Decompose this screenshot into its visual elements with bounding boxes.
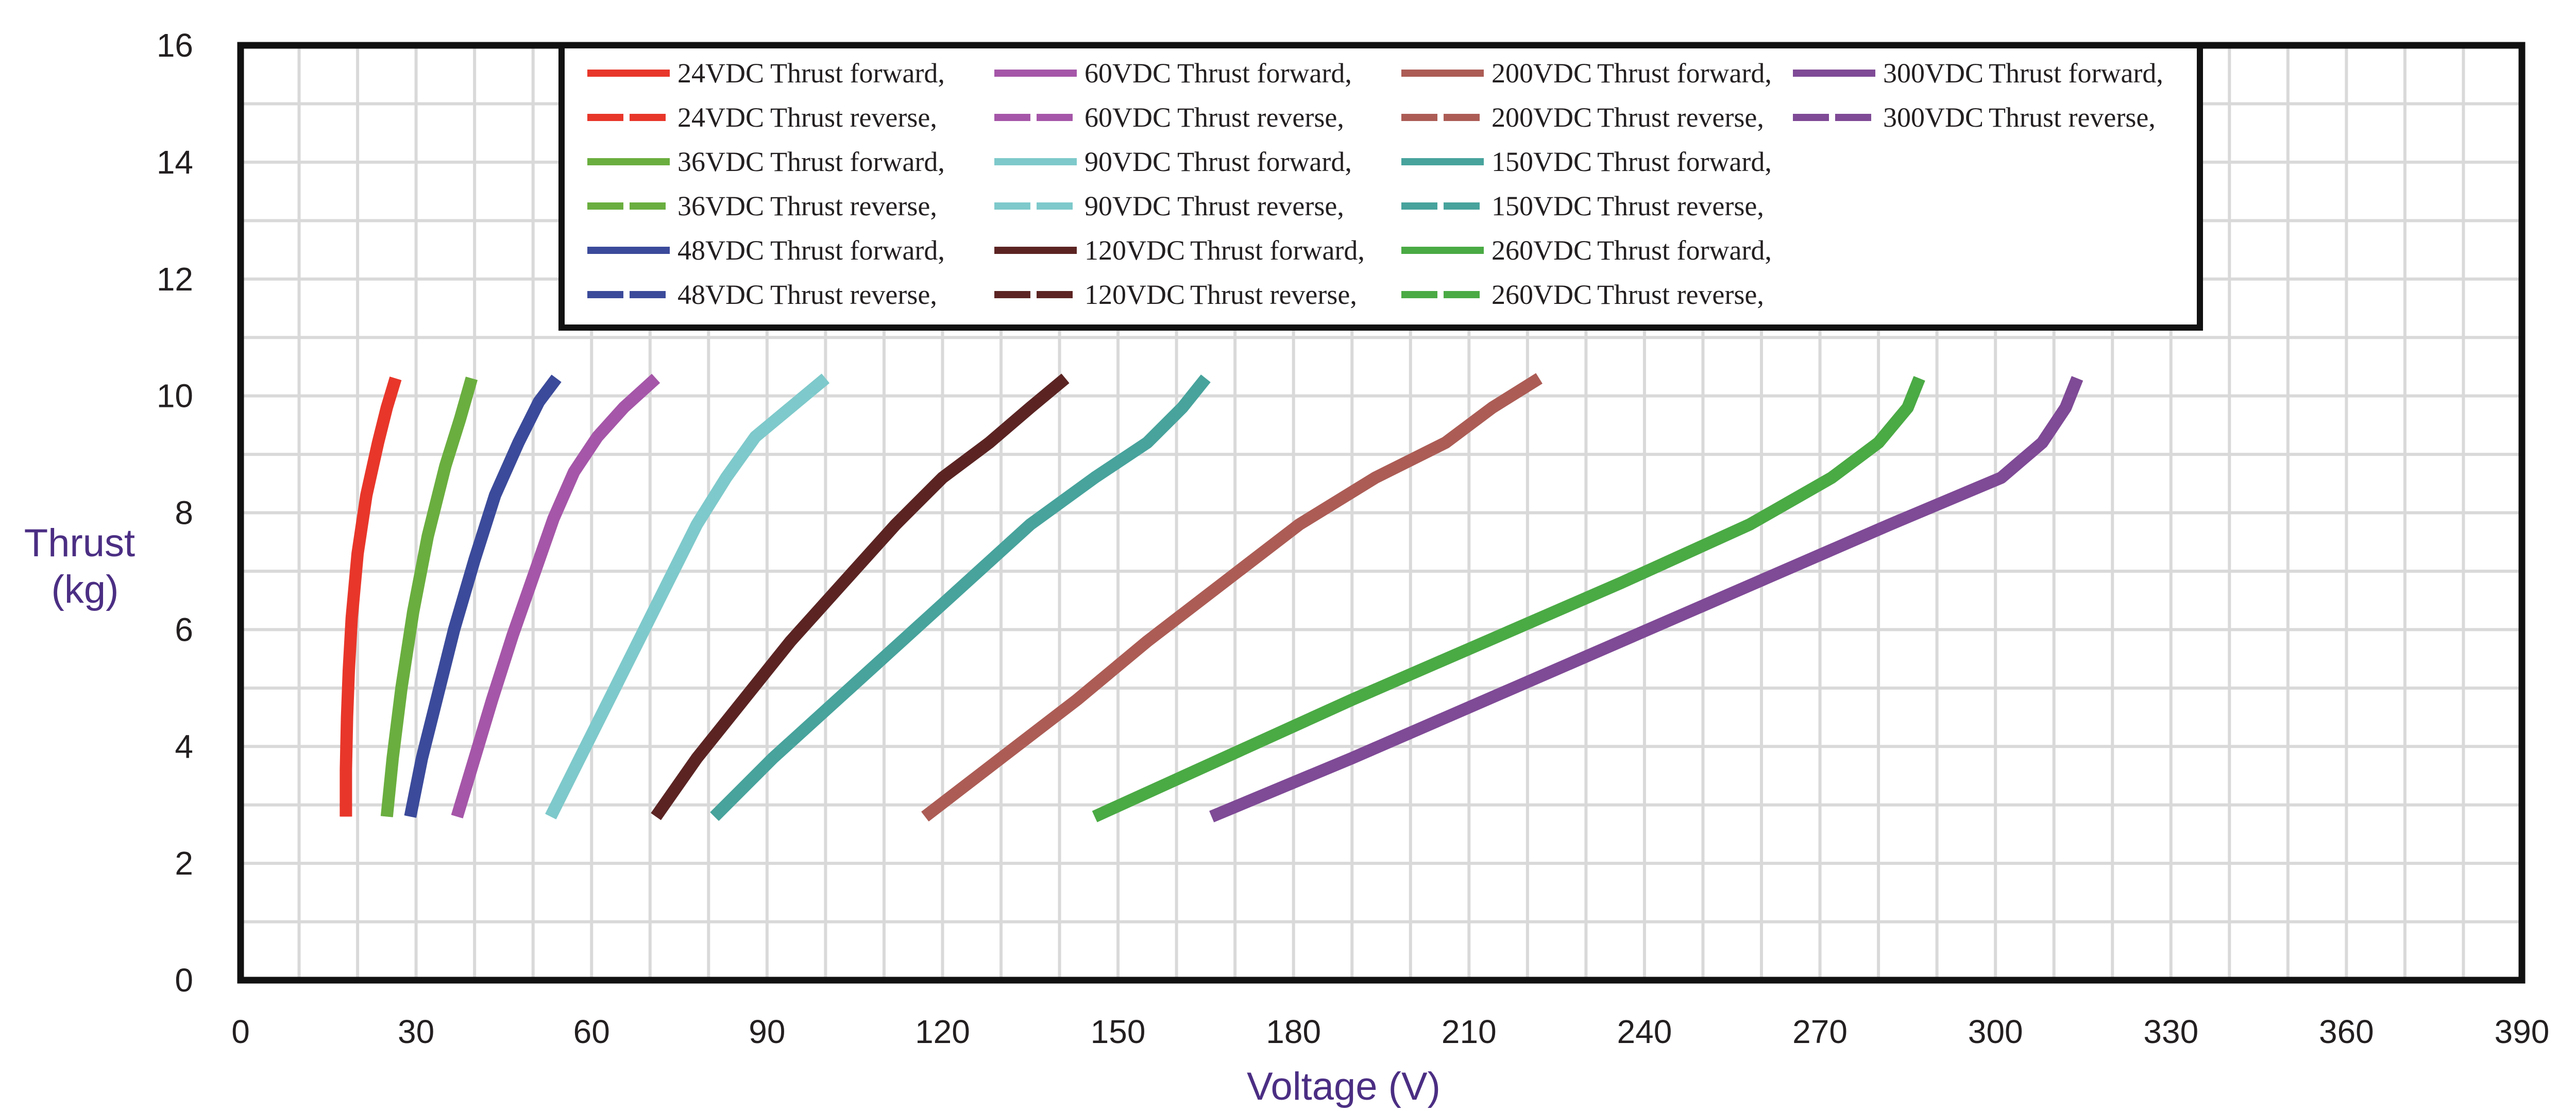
legend-voltage: 90VDC [1084, 146, 1171, 177]
x-tick-label: 240 [1617, 1013, 1672, 1050]
legend-voltage: 300VDC [1883, 102, 1984, 133]
legend-voltage: 90VDC [1084, 191, 1171, 221]
series-line-90vdc-reverse [546, 374, 829, 819]
legend-label: Thrust reverse, [1989, 102, 2156, 133]
x-tick-label: 210 [1442, 1013, 1497, 1050]
series-layer [340, 373, 2083, 823]
legend-label: Thrust reverse, [1190, 279, 1357, 310]
legend-label: Thrust reverse, [770, 279, 937, 310]
legend-voltage: 150VDC [1492, 191, 1592, 221]
x-axis-ticks: 0 30 60 90 120 150 180 210 240 270 300 330 360 390 [231, 1013, 2549, 1050]
x-tick-label: 180 [1266, 1013, 1321, 1050]
legend-voltage: 120VDC [1084, 279, 1185, 310]
legend-label: Thrust forward, [1177, 146, 1352, 177]
y-tick-label: 10 [157, 378, 193, 415]
y-axis-title-line-2: (kg) [52, 568, 119, 611]
legend-voltage: 260VDC [1492, 279, 1592, 310]
y-tick-label: 12 [157, 261, 193, 298]
series-line-60vdc-reverse [452, 374, 659, 818]
x-tick-label: 330 [2143, 1013, 2198, 1050]
legend-label: Thrust forward, [770, 146, 945, 177]
y-tick-label: 14 [157, 144, 193, 181]
legend-voltage: 24VDC [677, 58, 764, 89]
x-tick-label: 30 [398, 1013, 434, 1050]
x-tick-label: 150 [1091, 1013, 1146, 1050]
legend-label: Thrust forward, [1177, 58, 1352, 89]
legend-label: Thrust reverse, [770, 102, 937, 133]
legend-voltage: 60VDC [1084, 58, 1171, 89]
legend-voltage: 200VDC [1492, 102, 1592, 133]
y-axis-title-line-1: Thrust [24, 521, 135, 565]
series-line-260vdc-reverse [1092, 376, 1924, 822]
x-tick-label: 120 [915, 1013, 970, 1050]
x-tick-label: 60 [573, 1013, 610, 1050]
legend-label: Thrust reverse, [1597, 102, 1764, 133]
series-line-300vdc-reverse [1209, 376, 2082, 822]
legend-label: Thrust reverse, [1177, 102, 1344, 133]
series-line-120vdc-reverse [651, 374, 1069, 820]
series-line-48vdc-reverse [405, 375, 561, 818]
legend-voltage: 24VDC [677, 102, 764, 133]
legend-voltage: 36VDC [677, 146, 764, 177]
legend-label: Thrust forward, [770, 58, 945, 89]
legend-voltage: 200VDC [1492, 58, 1592, 89]
series-line-24vdc-reverse [341, 377, 401, 817]
legend-voltage: 300VDC [1883, 58, 1984, 89]
series-line-36vdc-reverse [381, 377, 477, 817]
legend-label: Thrust forward, [1597, 235, 1772, 266]
y-tick-label: 8 [175, 494, 193, 532]
legend-box [558, 42, 2203, 331]
legend-label: Thrust reverse, [1177, 191, 1344, 221]
legend-voltage: 48VDC [677, 279, 764, 310]
legend-voltage: 36VDC [677, 191, 764, 221]
legend-label: Thrust forward, [1597, 58, 1772, 89]
legend-label: Thrust reverse, [770, 191, 937, 221]
legend-label: Thrust reverse, [1597, 279, 1764, 310]
series-line-150vdc-reverse [710, 375, 1210, 821]
legend: 24VDC Thrust forward,24VDC Thrust reverse,… [558, 42, 2203, 331]
y-tick-label: 4 [175, 728, 193, 765]
legend-voltage: 60VDC [1084, 102, 1171, 133]
legend-voltage: 260VDC [1492, 235, 1592, 266]
legend-label: Thrust forward, [1190, 235, 1365, 266]
legend-label: Thrust reverse, [1597, 191, 1764, 221]
y-tick-label: 16 [157, 27, 193, 64]
legend-label: Thrust forward, [1989, 58, 2163, 89]
legend-voltage: 120VDC [1084, 235, 1185, 266]
x-tick-label: 90 [749, 1013, 785, 1050]
y-axis-title: Thrust (kg) [24, 521, 146, 611]
legend-label: Thrust forward, [770, 235, 945, 266]
x-axis-title: Voltage (V) [1247, 1065, 1440, 1108]
x-tick-label: 390 [2495, 1013, 2550, 1050]
x-tick-label: 270 [1792, 1013, 1848, 1050]
x-tick-label: 300 [1968, 1013, 2023, 1050]
y-tick-label: 6 [175, 611, 193, 648]
series-line-200vdc-reverse [922, 374, 1542, 821]
y-tick-label: 0 [175, 962, 193, 999]
legend-label: Thrust forward, [1597, 146, 1772, 177]
legend-voltage: 48VDC [677, 235, 764, 266]
x-tick-label: 0 [231, 1013, 250, 1050]
x-tick-label: 360 [2319, 1013, 2374, 1050]
y-tick-label: 2 [175, 845, 193, 882]
y-axis-ticks: 0 2 4 6 8 10 12 14 16 [157, 27, 193, 999]
legend-voltage: 150VDC [1492, 146, 1592, 177]
